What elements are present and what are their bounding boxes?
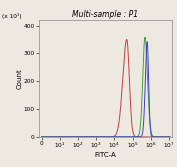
X-axis label: FITC-A: FITC-A [95,152,116,158]
Y-axis label: Count: Count [16,68,22,89]
Title: Multi-sample : P1: Multi-sample : P1 [72,10,138,19]
Text: (x 10¹): (x 10¹) [2,13,21,19]
